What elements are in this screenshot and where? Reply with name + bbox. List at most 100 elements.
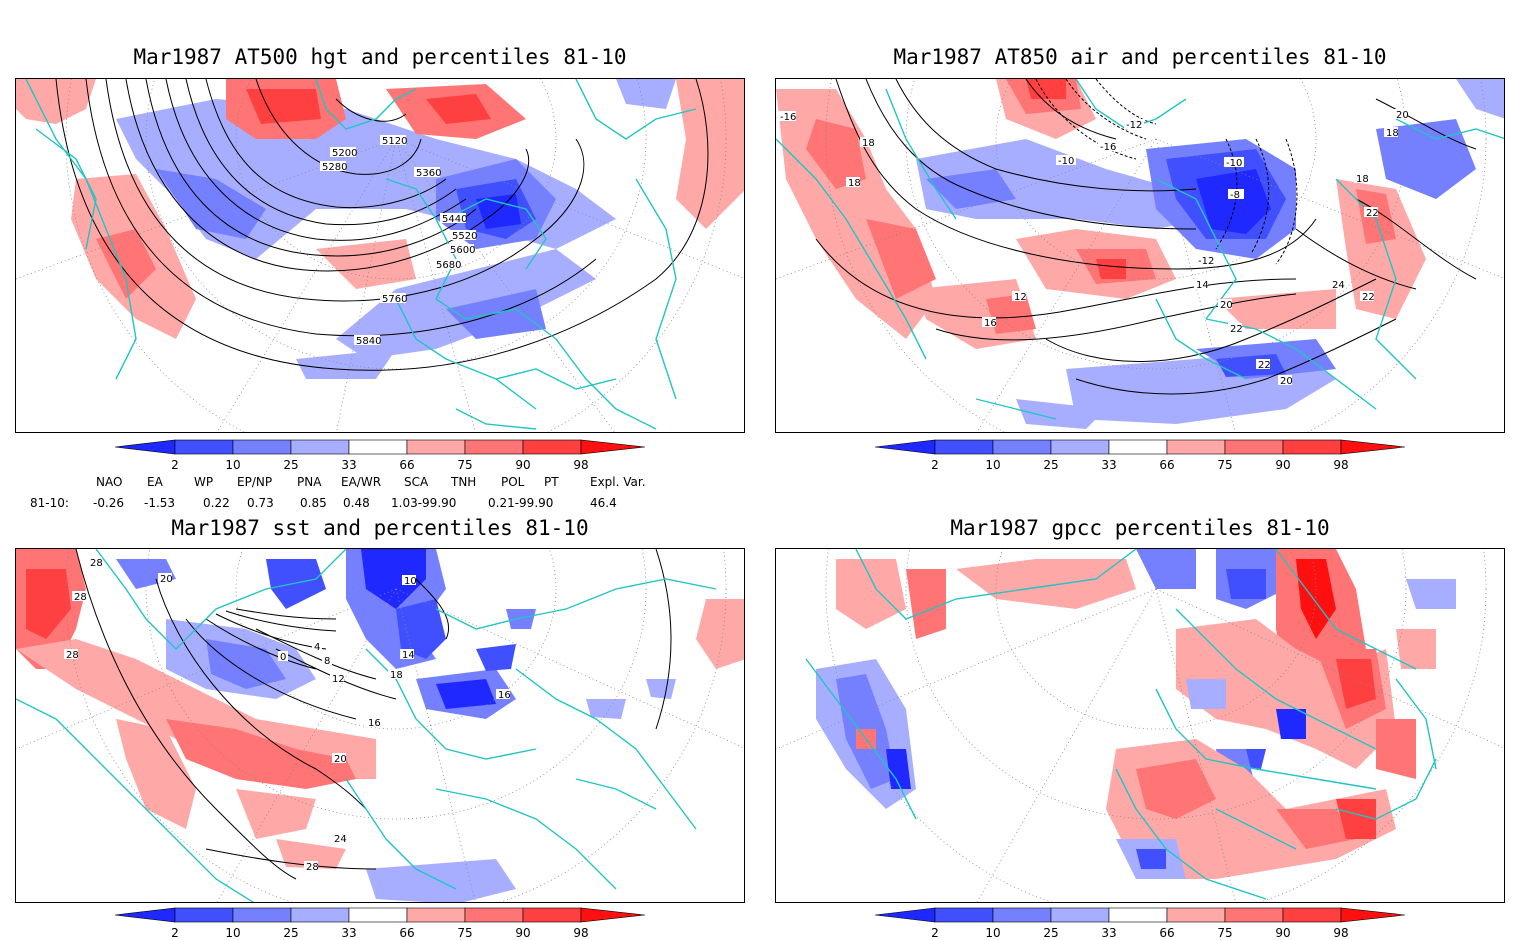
colorbar-segment (1224, 907, 1284, 923)
colorbar-tick-label: 25 (283, 458, 298, 472)
contour-label: 28 (90, 558, 103, 569)
contour-label: -16 (780, 112, 796, 123)
colorbar-gpcc: 2 10 25 33 66 75 90 98 (875, 907, 1405, 940)
contour-label: 0 (280, 652, 286, 663)
contour-label: 5600 (450, 245, 475, 256)
colorbar-at500: 2 10 25 33 66 75 90 98 (115, 439, 645, 472)
index-value-epnp: 0.73 (247, 496, 274, 510)
index-header-pol: POL (501, 475, 525, 489)
panel-title-sst: Mar1987 sst and percentiles 81-10 (171, 516, 589, 540)
contour-label: 10 (404, 576, 417, 587)
colorbar-segment (232, 907, 292, 923)
contour-label: 5360 (416, 168, 441, 179)
contour-label: 5840 (356, 336, 381, 347)
colorbar-segment (406, 439, 466, 455)
contour-label: -12 (1126, 120, 1142, 131)
colorbar-tick-label: 33 (1101, 458, 1116, 472)
colorbar-tick-label: 10 (985, 458, 1000, 472)
colorbar-segment (522, 907, 582, 923)
colorbar-tick-label: 98 (573, 458, 588, 472)
colorbar-tick-label: 90 (1275, 458, 1290, 472)
colorbar-tick-label: 90 (515, 926, 530, 940)
contour-label: 20 (1396, 110, 1409, 121)
contour-label: 12 (332, 674, 345, 685)
contour-label: 20 (1280, 376, 1293, 387)
contour-label: 18 (848, 178, 861, 189)
index-value-pol: 0.21-99.90 (488, 496, 554, 510)
map-at850-air: -16 18 18 -10 -12 -10 -8 -16 20 18 18 22… (775, 78, 1505, 433)
index-header-pt: PT (544, 475, 559, 489)
map-at500-hgt: 5120 5200 5280 5360 5440 5520 5600 5680 … (15, 78, 745, 433)
index-header-expl-var: Expl. Var. (590, 475, 646, 489)
contour-label: 5200 (332, 148, 357, 159)
colorbar-segment (290, 439, 350, 455)
colorbar-tick-label: 98 (1333, 458, 1348, 472)
colorbar-tick-label: 75 (1217, 458, 1232, 472)
contour-label: 20 (1220, 300, 1233, 311)
colorbar-segment (290, 907, 350, 923)
colorbar-tick-label: 25 (1043, 926, 1058, 940)
contour-label: 5440 (442, 214, 467, 225)
colorbar-tick-label: 98 (573, 926, 588, 940)
colorbar-segment (406, 907, 466, 923)
colorbar-arrow-low (875, 907, 936, 923)
colorbar-segment (1166, 439, 1226, 455)
contour-label: 14 (402, 650, 415, 661)
colorbar-tick-label: 2 (171, 926, 179, 940)
colorbar-tick-label: 66 (399, 458, 414, 472)
index-header-sca: SCA (404, 475, 429, 489)
contour-label: 28 (66, 650, 79, 661)
map-sst: 28 20 28 28 0 4 8 12 16 20 24 28 10 18 1… (15, 548, 745, 903)
colorbar-tick-label: 2 (931, 926, 939, 940)
colorbar-arrow-low (115, 439, 176, 455)
index-header-eawr: EA/WR (341, 475, 382, 489)
colorbar-segment (464, 439, 524, 455)
colorbar-segment (934, 439, 994, 455)
colorbar-segment (992, 907, 1052, 923)
index-value-pna: 0.85 (300, 496, 327, 510)
colorbar-arrow-low (875, 439, 936, 455)
colorbar-segment (522, 439, 582, 455)
colorbar-tick-label: 2 (931, 458, 939, 472)
colorbar-tick-label: 33 (341, 458, 356, 472)
contour-label: 16 (368, 718, 381, 729)
colorbar-tick-label: 25 (1043, 458, 1058, 472)
colorbar-tick-label: 10 (985, 926, 1000, 940)
colorbar-segment (992, 439, 1052, 455)
contour-label: 5680 (436, 260, 461, 271)
index-value-sca: 1.03-99.90 (391, 496, 457, 510)
contour-label: -12 (1198, 256, 1214, 267)
colorbar-arrow-high (1340, 907, 1405, 923)
index-header-wp: WP (194, 475, 214, 489)
contour-label: 16 (498, 690, 511, 701)
colorbar-at850: 2 10 25 33 66 75 90 98 (875, 439, 1405, 472)
colorbar-tick-label: 66 (399, 926, 414, 940)
colorbar-tick-label: 90 (1275, 926, 1290, 940)
contour-label: 20 (160, 574, 173, 585)
colorbar-tick-label: 75 (457, 926, 472, 940)
index-header-tnh: TNH (451, 475, 477, 489)
contour-label: 18 (1386, 128, 1399, 139)
map-gpcc (775, 548, 1505, 903)
contour-label: 8 (324, 656, 330, 667)
colorbar-segment (1166, 907, 1226, 923)
panel-title-at850: Mar1987 AT850 air and percentiles 81-10 (893, 45, 1387, 69)
colorbar-arrow-low (115, 907, 176, 923)
colorbar-segment (348, 439, 408, 455)
colorbar-tick-label: 10 (225, 926, 240, 940)
colorbar-segment (1050, 439, 1110, 455)
index-header-epnp: EP/NP (237, 475, 273, 489)
contour-label: 18 (390, 670, 403, 681)
index-value-ea: -1.53 (144, 496, 176, 510)
contour-label: 22 (1230, 324, 1243, 335)
colorbar-tick-label: 33 (341, 926, 356, 940)
contour-label: 24 (1332, 280, 1345, 291)
contour-label: 5280 (322, 162, 347, 173)
contour-label: 18 (1356, 174, 1369, 185)
index-row-label: 81-10: (30, 496, 69, 510)
contour-label: -10 (1058, 156, 1074, 167)
contour-label: 4 (314, 642, 320, 653)
index-header-pna: PNA (297, 475, 322, 489)
colorbar-segment (348, 907, 408, 923)
colorbar-segment (1108, 907, 1168, 923)
